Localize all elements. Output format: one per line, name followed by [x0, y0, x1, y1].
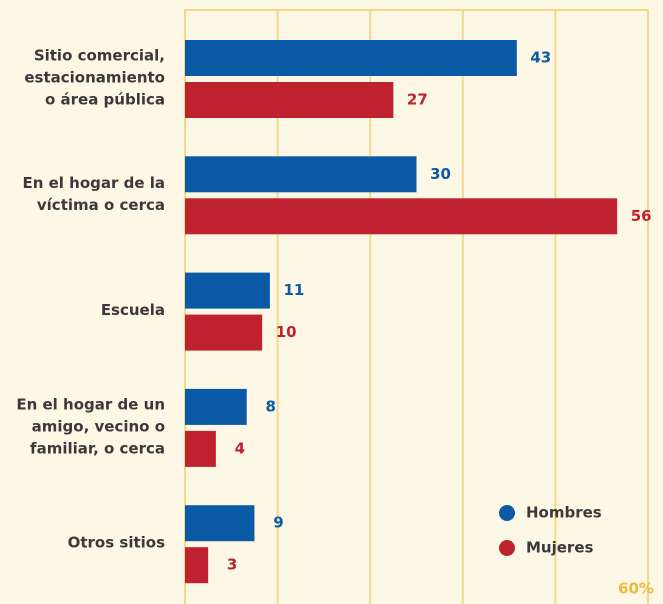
value-label: 4 — [235, 439, 245, 457]
category-label: Otros sitios — [68, 534, 165, 552]
value-label: 11 — [283, 281, 304, 299]
value-label: 3 — [227, 556, 237, 574]
value-label: 9 — [273, 514, 283, 532]
category-label: Sitio comercial, — [34, 47, 165, 65]
value-label: 27 — [407, 91, 428, 109]
value-label: 8 — [266, 397, 276, 415]
bar — [185, 40, 517, 76]
bar — [185, 272, 270, 309]
bar — [185, 314, 263, 351]
legend-label: Hombres — [526, 504, 602, 522]
value-label: 56 — [631, 207, 652, 225]
category-label: víctima o cerca — [37, 196, 165, 214]
bar — [185, 505, 255, 542]
bar — [185, 388, 247, 425]
category-label: o área pública — [45, 91, 165, 109]
legend-marker — [499, 505, 515, 521]
category-label: Escuela — [101, 301, 165, 319]
x-tick-label: 60% — [618, 580, 654, 598]
value-label: 43 — [530, 49, 551, 67]
value-label: 30 — [430, 165, 451, 183]
bar — [185, 430, 216, 467]
bar — [185, 156, 417, 193]
category-label: amigo, vecino o — [32, 417, 165, 435]
value-label: 10 — [276, 323, 297, 341]
legend-label: Mujeres — [526, 539, 593, 557]
category-label: estacionamiento — [24, 69, 165, 87]
category-label: En el hogar de un — [16, 395, 165, 413]
legend-marker — [499, 540, 515, 556]
bar — [185, 82, 394, 118]
bar — [185, 198, 618, 235]
bar — [185, 547, 209, 584]
category-label: familiar, o cerca — [30, 439, 165, 457]
category-label: En el hogar de la — [22, 174, 165, 192]
